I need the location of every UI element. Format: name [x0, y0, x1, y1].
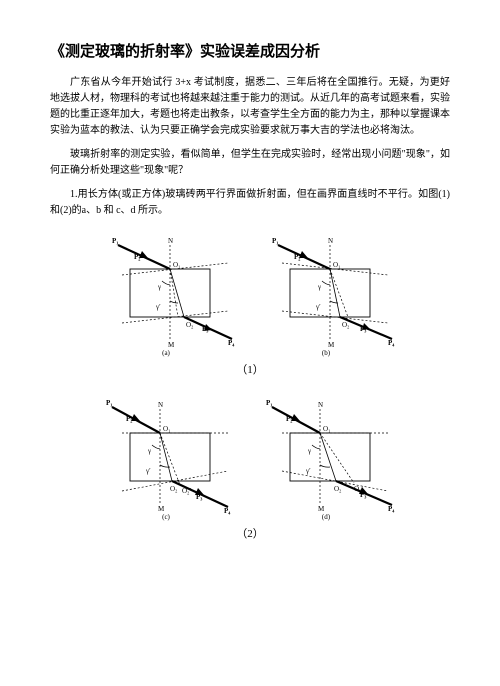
- page-title: 《测定玻璃的折射率》实验误差成因分析: [50, 40, 450, 61]
- label-O1: O₁: [173, 261, 181, 269]
- svg-text:P₁: P₁: [266, 399, 272, 407]
- svg-text:O₁: O₁: [163, 425, 171, 433]
- svg-text:O₂′: O₂′: [354, 485, 363, 493]
- label-gammap: γ′: [155, 303, 161, 311]
- label-P2: P₂: [134, 253, 140, 261]
- svg-text:γ′: γ′: [305, 467, 311, 475]
- svg-text:γ′: γ′: [315, 303, 321, 311]
- svg-text:P₄: P₄: [388, 505, 395, 513]
- figure-2-label: （2）: [50, 525, 450, 541]
- svg-text:P₂: P₂: [286, 415, 292, 423]
- svg-text:P₄: P₄: [224, 507, 231, 515]
- svg-text:M: M: [318, 505, 325, 513]
- intro-paragraph-1: 广东省从今年开始试行 3+x 考试制度，据悉二、三年后将在全国推行。无疑，为更好…: [50, 75, 450, 139]
- diagram-b: N M P₁ P₂ P₃ P₄ O₁ O₂ γ γ′ (b): [260, 227, 400, 357]
- svg-text:N: N: [328, 237, 333, 245]
- svg-text:M: M: [328, 341, 335, 349]
- svg-text:O₂: O₂: [342, 321, 350, 329]
- svg-text:γ: γ: [307, 447, 311, 455]
- question-1: 1.用长方体(或正方体)玻璃砖两平行界面做折射面，但在画界面直线时不平行。如图(…: [50, 187, 450, 219]
- diagram-c: N M P₁ P₂ P₃ P₄ O₁ O₂ O₂′ γ γ′ (c): [100, 391, 240, 521]
- caption-c: (c): [162, 513, 170, 521]
- svg-text:P₃: P₃: [360, 325, 366, 333]
- label-gamma: γ: [157, 283, 161, 291]
- svg-text:N: N: [318, 401, 323, 409]
- label-N: N: [168, 237, 173, 245]
- label-P1: P₁: [112, 237, 118, 245]
- svg-text:γ: γ: [147, 447, 151, 455]
- svg-text:M: M: [158, 505, 165, 513]
- caption-a: (a): [162, 349, 170, 357]
- svg-text:O₁: O₁: [323, 425, 331, 433]
- label-P3: P₃: [202, 325, 208, 333]
- figure-row-2: N M P₁ P₂ P₃ P₄ O₁ O₂ O₂′ γ γ′ (c) N M P…: [50, 391, 450, 521]
- diagram-d: N M P₁ P₂ P₃ P₄ O₁ O₂ O₂′ γ γ′ (d): [260, 391, 400, 521]
- svg-text:γ: γ: [317, 283, 321, 291]
- label-M: M: [168, 341, 175, 349]
- svg-text:P₂: P₂: [126, 415, 132, 423]
- svg-text:O₂: O₂: [334, 485, 342, 493]
- svg-text:P₂: P₂: [294, 253, 300, 261]
- svg-text:P₁: P₁: [106, 399, 112, 407]
- diagram-a: N M P₁ P₂ P₃ P₄ O₁ O₂ γ γ′ (a): [100, 227, 240, 357]
- label-P4: P₄: [228, 339, 235, 347]
- svg-text:O₂: O₂: [170, 485, 178, 493]
- intro-paragraph-2: 玻璃折射率的测定实验，看似简单，但学生在完成实验时，经常出现小问题"现象"，如何…: [50, 147, 450, 179]
- svg-text:γ′: γ′: [145, 467, 151, 475]
- svg-text:O₁: O₁: [333, 261, 341, 269]
- svg-text:P₃: P₃: [196, 493, 202, 501]
- svg-text:O₂′: O₂′: [182, 487, 191, 495]
- figure-row-1: N M P₁ P₂ P₃ P₄ O₁ O₂ γ γ′ (a) N M P₁ P₂…: [50, 227, 450, 357]
- svg-text:N: N: [158, 401, 163, 409]
- svg-text:P₁: P₁: [272, 237, 278, 245]
- caption-b: (b): [322, 349, 331, 357]
- figure-1-label: （1）: [50, 361, 450, 377]
- svg-text:P₄: P₄: [388, 339, 395, 347]
- label-O2: O₂: [186, 321, 194, 329]
- caption-d: (d): [322, 513, 331, 521]
